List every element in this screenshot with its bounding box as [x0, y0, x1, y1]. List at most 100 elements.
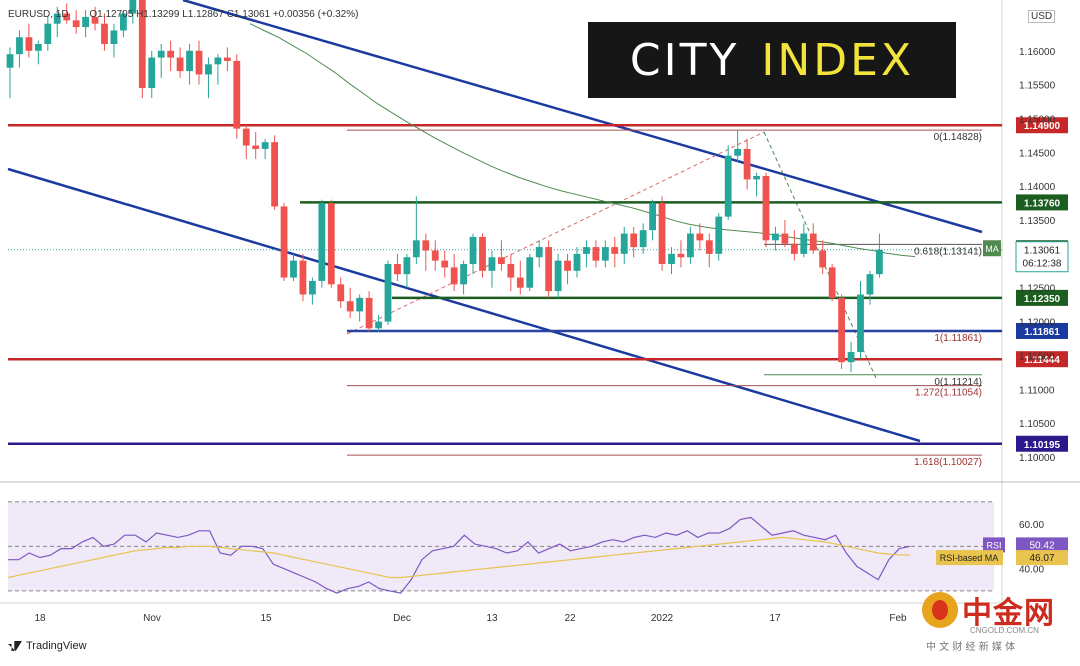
symbol-label[interactable]: EURUSD, 1D	[8, 9, 69, 20]
level-price-tag	[1016, 117, 1068, 134]
horizontal-levels-layer: 1.14900 1.13760 1.12350 1.11861 1.11444 1.101…	[8, 117, 1068, 456]
countdown-label: 06:12:38	[1023, 259, 1062, 270]
bullish-candle	[800, 233, 808, 254]
tradingview-icon	[8, 641, 22, 651]
fib-label: 1.272(1.11054)	[915, 388, 982, 399]
cngold-tagline: 中 文 财 经 新 媒 体	[926, 642, 1016, 653]
bullish-candle	[734, 148, 742, 156]
rsi-ma-name-label: RSI-based MA	[940, 553, 999, 563]
bearish-candle	[819, 250, 827, 268]
cngold-logo-inner-icon	[932, 600, 948, 620]
bullish-candle	[601, 247, 609, 261]
price-tick-label: 1.14000	[1019, 182, 1056, 193]
rsi-tick-label: 60.00	[1019, 520, 1044, 531]
bullish-candle	[148, 57, 156, 89]
bullish-candle	[526, 257, 534, 288]
bullish-candle	[573, 253, 581, 271]
price-tick-label: 1.12000	[1019, 318, 1056, 329]
bullish-candle	[129, 0, 137, 14]
bullish-candle	[157, 50, 165, 58]
candles-layer	[6, 0, 883, 373]
bearish-candle	[790, 243, 798, 254]
ma-tag-label: MA	[985, 244, 999, 254]
bullish-candle	[460, 264, 467, 285]
bearish-candle	[431, 250, 439, 261]
bearish-candle	[365, 297, 373, 329]
price-tick-label: 1.12500	[1019, 284, 1056, 295]
bearish-candle	[101, 23, 108, 45]
bearish-candle	[91, 16, 99, 24]
level-price-tag	[1016, 289, 1068, 306]
bearish-candle	[176, 57, 184, 72]
fib-label: 0.618(1.13141)	[914, 246, 982, 257]
bullish-candle	[82, 16, 89, 28]
bullish-candle	[772, 233, 779, 241]
bullish-candle	[687, 233, 694, 258]
bearish-candle	[498, 257, 505, 265]
bearish-candle	[781, 233, 789, 244]
rsi-ma-line	[7, 536, 911, 579]
bearish-candle	[658, 203, 666, 265]
bearish-candle	[327, 203, 335, 285]
bullish-candle	[6, 54, 14, 68]
fib-label: 0(1.14828)	[934, 132, 982, 143]
level-price-label: 1.10195	[1024, 440, 1061, 451]
bearish-candle	[271, 142, 278, 207]
bearish-candle	[195, 50, 203, 75]
price-tick-label: 1.16000	[1019, 47, 1056, 58]
level-price-label: 1.14900	[1024, 121, 1061, 132]
price-axis: 1.16000 1.15500 1.15000 1.14500 1.14000 1.135…	[983, 47, 1069, 464]
logo-word-index: INDEX	[761, 34, 915, 86]
chart-header: EURUSD, 1D O1.12705 H1.13299 L1.12867 C1…	[8, 9, 358, 20]
bearish-candle	[479, 236, 486, 271]
level-price-label: 1.13760	[1024, 198, 1061, 209]
bearish-candle	[611, 247, 619, 254]
bearish-candle	[630, 233, 638, 248]
bullish-candle	[554, 260, 562, 292]
bearish-candle	[705, 240, 713, 254]
bearish-candle	[299, 260, 307, 295]
price-tick-label: 1.14500	[1019, 148, 1056, 159]
level-price-tag	[1016, 322, 1068, 339]
bullish-candle	[857, 294, 864, 353]
bearish-candle	[677, 253, 685, 258]
level-price-label: 1.12350	[1024, 294, 1061, 305]
time-tick-label: 2022	[651, 613, 674, 624]
cngold-watermark: 中金网 CNGOLD.COM.CN 中 文 财 经 新 媒 体	[922, 588, 1072, 658]
bearish-candle	[233, 60, 241, 129]
bearish-candle	[223, 57, 231, 61]
bearish-candle	[450, 267, 458, 285]
time-tick-label: 13	[486, 613, 498, 624]
rsi-panel: 60.00 40.00 RSI 50.42 RSI-based MA 46.07	[7, 501, 1068, 594]
bullish-candle	[403, 257, 411, 275]
level-price-label: 1.11861	[1024, 327, 1060, 338]
bearish-candle	[441, 260, 449, 268]
last-price-label: 1.13061	[1024, 246, 1061, 257]
bearish-candle	[138, 0, 146, 89]
time-tick-label: Dec	[393, 613, 411, 624]
rsi-name-badge	[983, 537, 1005, 553]
fib-labels-layer: 0(1.14828) 0.618(1.13141) 1(1.11861) 0(1.11…	[914, 132, 982, 468]
bullish-candle	[412, 240, 420, 258]
price-tick-label: 1.13500	[1019, 216, 1056, 227]
level-price-tag	[1016, 194, 1068, 211]
bearish-candle	[516, 277, 524, 288]
bearish-candle	[63, 13, 71, 21]
tradingview-footer[interactable]: TradingView	[8, 640, 87, 652]
bullish-candle	[535, 247, 543, 258]
price-tick-label: 1.15000	[1019, 114, 1056, 125]
bullish-candle	[866, 274, 874, 295]
bullish-candle	[290, 260, 297, 278]
bullish-candle	[186, 50, 193, 72]
bearish-candle	[422, 240, 430, 251]
rsi-ma-value-tag	[1016, 550, 1068, 566]
upper-channel-trendline	[182, 0, 983, 234]
bullish-candle	[620, 233, 628, 254]
bearish-candle	[828, 267, 836, 298]
bearish-candle	[809, 233, 817, 251]
time-tick-label: 22	[564, 613, 576, 624]
time-tick-label: 17	[769, 613, 781, 624]
bearish-candle	[564, 260, 571, 271]
